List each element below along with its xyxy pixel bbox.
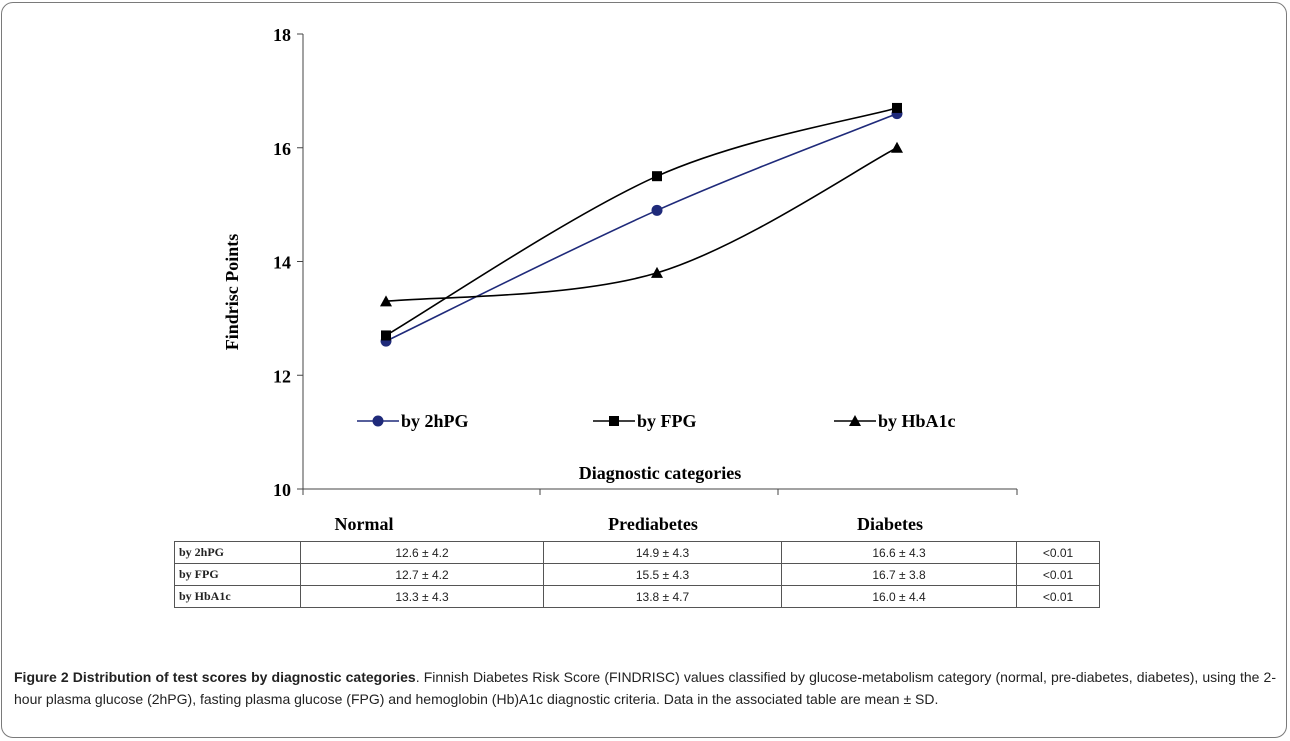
table-cell: 16.0 ± 4.4 [781, 585, 1017, 608]
legend-marker-1 [609, 416, 619, 426]
row-label: by FPG [174, 563, 301, 586]
legend-label-1: by FPG [637, 411, 697, 431]
table-cell: 12.6 ± 4.2 [300, 541, 544, 564]
table-cell: 13.3 ± 4.3 [300, 585, 544, 608]
y-axis-label: Findrisc Points [222, 234, 242, 351]
table-cell: <0.01 [1016, 585, 1100, 608]
caption-text: . Finnish Diabetes Risk Score (FINDRISC)… [14, 669, 1276, 707]
legend-marker-2 [849, 415, 861, 426]
legend-label-0: by 2hPG [401, 411, 469, 431]
legend: by 2hPG by FPG by HbA1c [357, 411, 956, 431]
table-cell: 16.6 ± 4.3 [781, 541, 1017, 564]
x-axis-label: Diagnostic categories [579, 463, 741, 483]
line-chart: 10 12 14 16 18 Findrisc Points Diagnostic ca… [222, 25, 1018, 534]
row-label: by 2hPG [174, 541, 301, 564]
series-line-0 [385, 112, 898, 342]
y-tick-label: 12 [273, 366, 291, 386]
y-tick-label: 14 [273, 253, 291, 273]
category-label-prediabetes: Prediabetes [608, 514, 698, 534]
data-point-2-2 [891, 141, 903, 153]
data-point-1-2 [892, 102, 902, 113]
y-tick-label: 10 [273, 480, 291, 500]
figure-caption: Figure 2 Distribution of test scores by … [14, 666, 1276, 710]
table-row: by HbA1c 13.3 ± 4.3 13.8 ± 4.7 16.0 ± 4.4 <0… [174, 585, 1100, 608]
y-tick-label: 18 [273, 25, 291, 45]
legend-label-2: by HbA1c [878, 411, 956, 431]
data-point-0-1 [651, 204, 663, 216]
table-cell: 16.7 ± 3.8 [781, 563, 1017, 586]
data-point-2-0 [380, 295, 392, 307]
category-labels: Normal Prediabetes Diabetes [335, 514, 923, 534]
table-cell: 14.9 ± 4.3 [543, 541, 782, 564]
x-axis [302, 488, 1018, 495]
data-point-2-1 [651, 266, 663, 278]
table-row: by 2hPG 12.6 ± 4.2 14.9 ± 4.3 16.6 ± 4.3 <0.… [174, 541, 1100, 564]
series-group [380, 102, 903, 347]
data-point-1-1 [652, 171, 662, 182]
table-row: by FPG 12.7 ± 4.2 15.5 ± 4.3 16.7 ± 3.8 <0.0… [174, 563, 1100, 586]
category-label-normal: Normal [335, 514, 394, 534]
table-cell: 15.5 ± 4.3 [543, 563, 782, 586]
data-table: by 2hPG 12.6 ± 4.2 14.9 ± 4.3 16.6 ± 4.3 <0.… [174, 541, 1100, 608]
table-cell: 12.7 ± 4.2 [300, 563, 544, 586]
data-table-wrap: by 2hPG 12.6 ± 4.2 14.9 ± 4.3 16.6 ± 4.3 <0.… [174, 541, 1100, 608]
table-cell: 13.8 ± 4.7 [543, 585, 782, 608]
y-axis: 10 12 14 16 18 [273, 25, 304, 500]
category-label-diabetes: Diabetes [857, 514, 923, 534]
y-tick-label: 16 [273, 139, 291, 159]
row-label: by HbA1c [174, 585, 301, 608]
data-point-1-0 [381, 330, 391, 341]
table-cell: <0.01 [1016, 563, 1100, 586]
legend-marker-0 [372, 415, 384, 427]
series-line-2 [385, 147, 898, 303]
series-line-1 [385, 107, 898, 337]
table-cell: <0.01 [1016, 541, 1100, 564]
caption-title: Figure 2 Distribution of test scores by … [14, 669, 416, 685]
